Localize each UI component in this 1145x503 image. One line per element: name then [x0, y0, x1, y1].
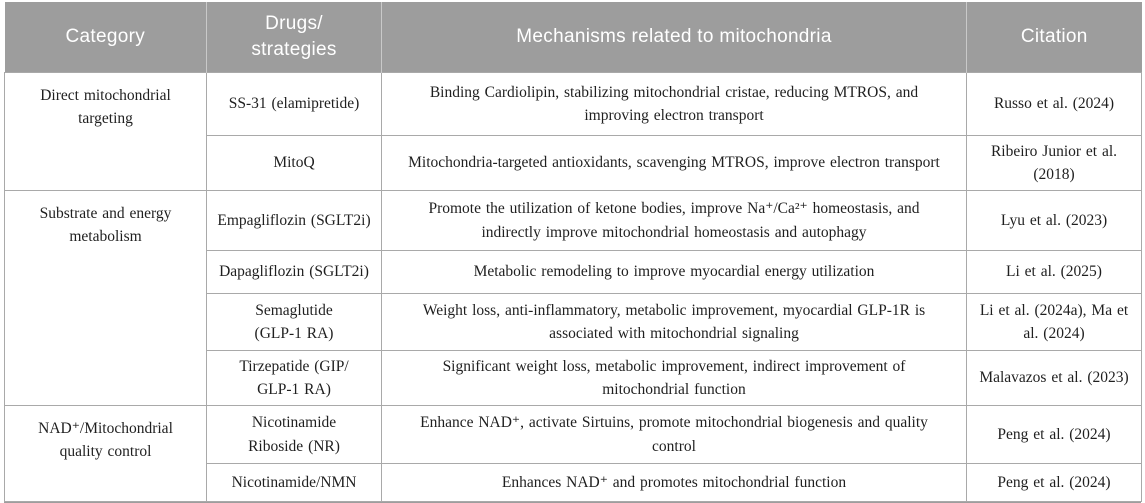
table-body: Direct mitochondrial targeting SS-31 (el…	[4, 72, 1142, 502]
drug-cell: Nicotinamide Riboside (NR)	[206, 405, 382, 464]
header-row: Category Drugs/ strategies Mechanisms re…	[4, 2, 1142, 73]
mechanism-cell: Metabolic remodeling to improve myocardi…	[381, 250, 967, 294]
header-drugs-strategies: Drugs/ strategies	[206, 2, 382, 73]
table-row: Direct mitochondrial targeting SS-31 (el…	[4, 72, 1142, 191]
drug-cell: Tirzepatide (GIP/ GLP-1 RA)	[206, 350, 382, 406]
drug-cell: MitoQ	[206, 135, 382, 191]
citation-cell: Li et al. (2024a), Ma et al. (2024)	[966, 293, 1142, 351]
citation-cell: Ribeiro Junior et al. (2018)	[966, 135, 1142, 191]
category-cell-direct-targeting: Direct mitochondrial targeting	[4, 72, 207, 191]
header-mechanisms: Mechanisms related to mitochondria	[381, 2, 967, 73]
drug-cell: Nicotinamide/NMN	[206, 463, 382, 502]
table-row: Substrate and energy metabolism Empaglif…	[4, 190, 1142, 406]
table-header: Category Drugs/ strategies Mechanisms re…	[4, 2, 1142, 73]
category-cell-nad-quality-control: NAD⁺/Mitochondrial quality control	[4, 405, 207, 502]
table-row: MitoQ Mitochondria-targeted antioxidants…	[5, 135, 1142, 191]
table-row: Nicotinamide/NMN Enhances NAD⁺ and promo…	[5, 463, 1142, 502]
citation-cell: Lyu et al. (2023)	[966, 190, 1142, 251]
table-row: Dapagliflozin (SGLT2i) Metabolic remodel…	[5, 250, 1142, 294]
citation-cell: Russo et al. (2024)	[966, 72, 1142, 136]
category-cell-substrate-energy: Substrate and energy metabolism	[4, 190, 207, 406]
drug-cell: Dapagliflozin (SGLT2i)	[206, 250, 382, 294]
citation-cell: Malavazos et al. (2023)	[966, 350, 1142, 406]
drug-cell: SS-31 (elamipretide)	[206, 72, 382, 136]
citation-cell: Li et al. (2025)	[966, 250, 1142, 294]
drug-cell: Semaglutide (GLP-1 RA)	[206, 293, 382, 351]
drug-cell: Empagliflozin (SGLT2i)	[206, 190, 382, 251]
citation-cell: Peng et al. (2024)	[966, 463, 1142, 502]
mechanism-cell: Promote the utilization of ketone bodies…	[381, 190, 967, 251]
header-citation: Citation	[966, 2, 1142, 73]
mechanism-cell: Weight loss, anti-inflammatory, metaboli…	[381, 293, 967, 351]
table-row: NAD⁺/Mitochondrial quality control Nicot…	[4, 405, 1142, 502]
table-row: Semaglutide (GLP-1 RA) Weight loss, anti…	[5, 293, 1142, 351]
mechanism-cell: Enhance NAD⁺, activate Sirtuins, promote…	[381, 405, 967, 464]
mechanism-cell: Mitochondria-targeted antioxidants, scav…	[381, 135, 967, 191]
mechanism-cell: Enhances NAD⁺ and promotes mitochondrial…	[381, 463, 967, 502]
mechanism-cell: Significant weight loss, metabolic impro…	[381, 350, 967, 406]
citation-cell: Peng et al. (2024)	[966, 405, 1142, 464]
mechanism-cell: Binding Cardiolipin, stabilizing mitocho…	[381, 72, 967, 136]
header-category: Category	[4, 2, 207, 73]
mechanisms-table: Category Drugs/ strategies Mechanisms re…	[4, 2, 1142, 502]
